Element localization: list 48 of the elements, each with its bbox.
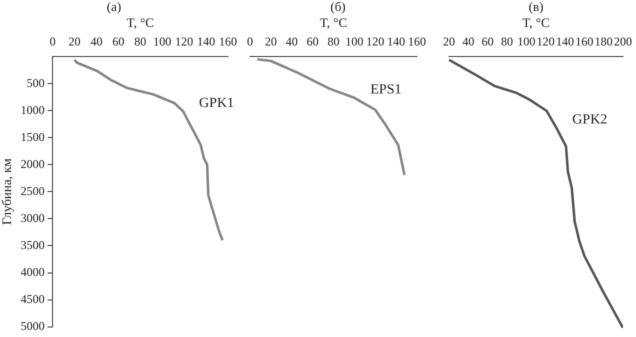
x-tick-label: 60: [482, 34, 494, 49]
x-tick-label: 80: [134, 34, 146, 49]
y-tick-label: 4000: [20, 264, 45, 279]
x-tick-label: 120: [175, 34, 194, 49]
x-tick-label: 40: [90, 34, 102, 49]
series-label: EPS1: [370, 82, 402, 98]
y-tick-label: 1500: [20, 130, 45, 144]
chart-title: (в): [528, 0, 544, 14]
series-label: GPK1: [199, 96, 234, 111]
series-label: GPK2: [572, 112, 608, 128]
x-tick-label: 0: [50, 34, 56, 49]
chart-title: (б): [330, 0, 346, 14]
x-tick-label: 40: [462, 34, 474, 49]
x-tick-label: 180: [594, 34, 613, 49]
chart-title: (а): [106, 0, 122, 14]
y-tick-label: 4500: [20, 292, 45, 306]
x-tick-label: 120: [536, 34, 555, 49]
y-tick-label: 3500: [20, 238, 45, 252]
x-tick-label: 80: [501, 34, 513, 49]
x-tick-label: 140: [387, 34, 406, 49]
y-tick-label: 1000: [20, 102, 45, 117]
x-tick-label: 200: [614, 34, 632, 49]
x-tick-label: 60: [306, 34, 319, 49]
x-tick-label: 0: [247, 34, 253, 49]
x-tick-label: 140: [556, 34, 574, 49]
x-axis-title: T, °C: [126, 14, 154, 30]
x-tick-label: 100: [345, 34, 364, 49]
y-tick-label: 2500: [20, 184, 45, 198]
x-tick-label: 60: [112, 34, 124, 49]
y-tick-label: 500: [26, 76, 45, 90]
x-axis-title: T, °C: [522, 14, 550, 30]
x-tick-label: 120: [366, 34, 384, 49]
x-tick-label: 20: [443, 34, 455, 49]
x-tick-label: 160: [219, 34, 237, 49]
x-tick-label: 100: [517, 34, 536, 49]
x-tick-label: 80: [328, 34, 340, 49]
y-axis-title: Глубина, км: [0, 158, 14, 226]
y-tick-label: 5000: [20, 318, 45, 333]
x-tick-label: 160: [408, 34, 426, 49]
y-tick-label: 2000: [20, 156, 45, 171]
x-axis-title: T, °C: [320, 14, 348, 30]
x-tick-label: 20: [264, 34, 277, 49]
x-tick-label: 40: [286, 34, 298, 49]
y-tick-label: 3000: [20, 210, 45, 225]
x-tick-label: 20: [68, 34, 81, 49]
x-tick-label: 140: [197, 34, 216, 49]
x-tick-label: 160: [575, 34, 594, 49]
x-tick-label: 100: [153, 34, 172, 49]
